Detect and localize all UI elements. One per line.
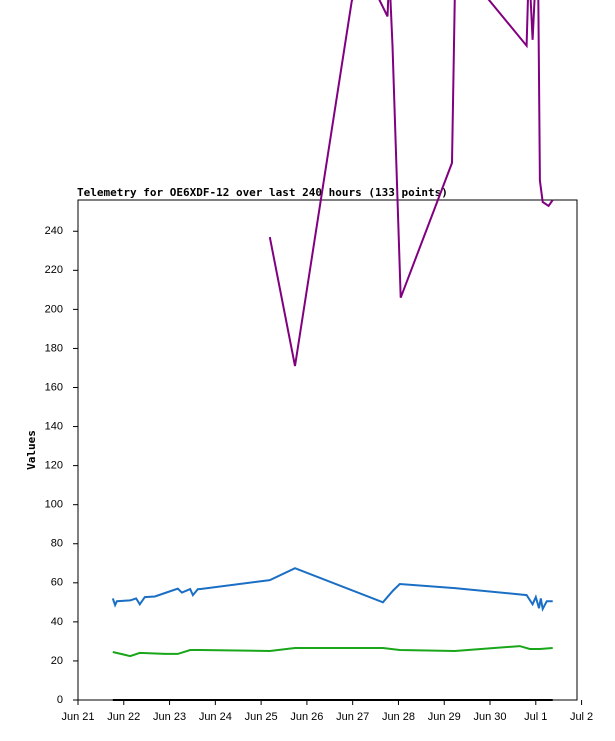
y-tick-label: 140 <box>45 420 63 432</box>
plot-frame <box>77 199 578 701</box>
y-tick-label: 220 <box>45 264 63 276</box>
x-tick-label: Jul 2 <box>570 711 593 723</box>
x-tick-label: Jun 30 <box>474 711 507 723</box>
x-tick-label: Jun 29 <box>428 711 461 723</box>
series-line <box>268 0 554 367</box>
y-tick-label: 200 <box>45 303 63 315</box>
y-tick-label: 160 <box>45 381 63 393</box>
x-tick-label: Jun 24 <box>199 711 232 723</box>
x-tick-label: Jun 23 <box>153 711 186 723</box>
y-tick-label: 180 <box>45 342 63 354</box>
chart-title: Telemetry for OE6XDF-12 over last 240 ho… <box>77 186 448 199</box>
x-tick-label: Jun 27 <box>336 711 369 723</box>
x-tick-label: Jun 28 <box>382 711 415 723</box>
y-tick-label: 60 <box>51 577 63 589</box>
y-axis-label: Values <box>25 430 38 470</box>
y-tick-label: 20 <box>51 655 63 667</box>
x-tick-label: Jun 25 <box>245 711 278 723</box>
x-tick-label: Jun 22 <box>107 711 140 723</box>
x-tick-label: Jul 1 <box>524 711 547 723</box>
y-tick-label: 100 <box>45 499 63 511</box>
x-tick-label: Jun 26 <box>290 711 323 723</box>
y-tick-label: 80 <box>51 538 63 550</box>
y-tick-label: 0 <box>57 694 63 706</box>
y-tick-label: 240 <box>45 225 63 237</box>
series-line <box>112 645 553 658</box>
series-line <box>111 567 553 613</box>
y-tick-label: 120 <box>45 460 63 472</box>
y-tick-label: 40 <box>51 616 63 628</box>
x-tick-label: Jun 21 <box>61 711 94 723</box>
